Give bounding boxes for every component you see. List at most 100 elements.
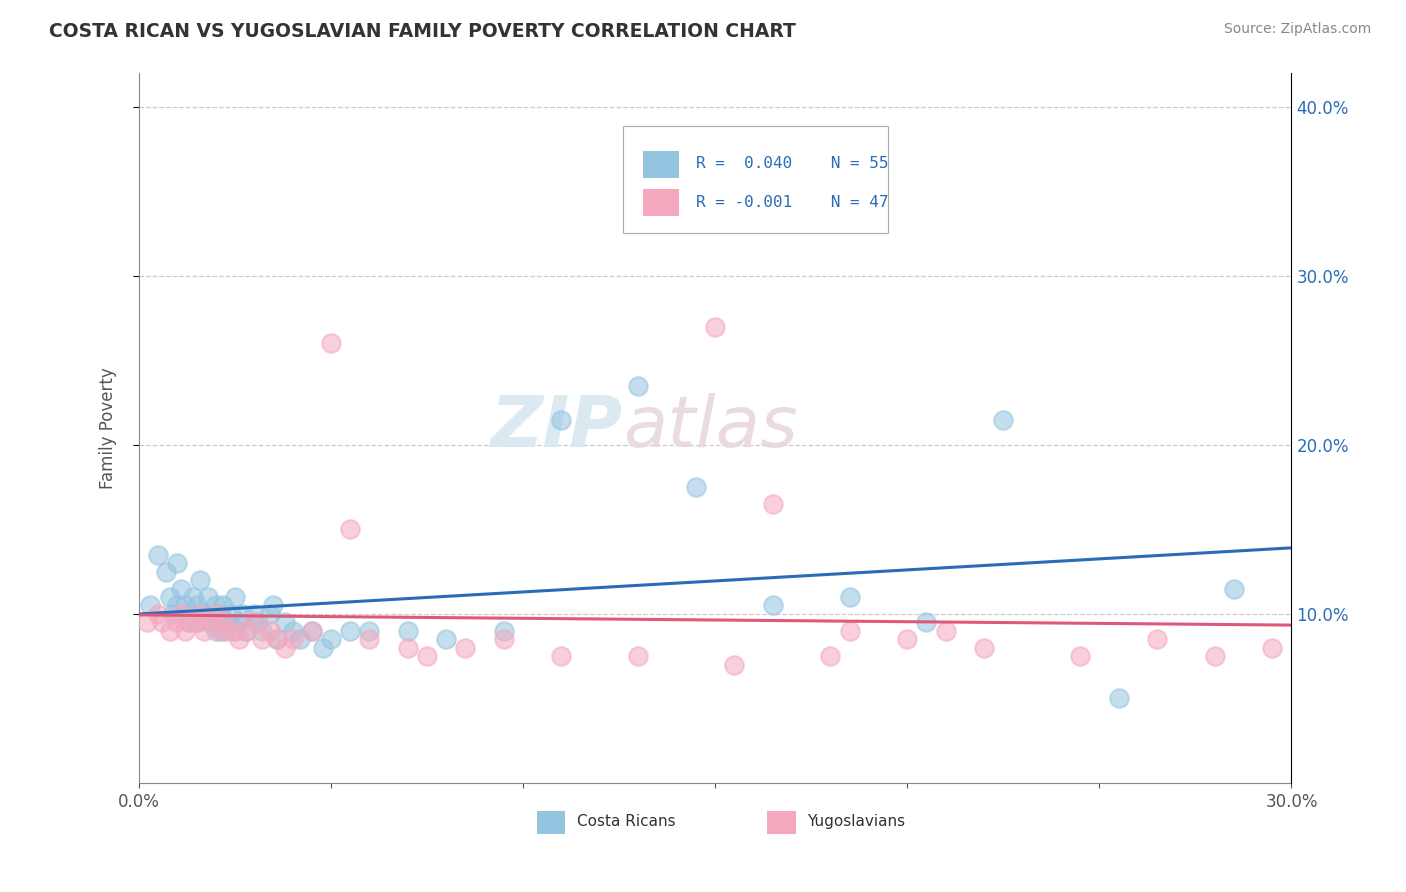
Point <box>838 590 860 604</box>
Text: Costa Ricans: Costa Ricans <box>576 814 675 830</box>
Point <box>973 640 995 655</box>
Point <box>762 497 785 511</box>
Point <box>177 615 200 630</box>
Point <box>1108 691 1130 706</box>
Point <box>266 632 288 647</box>
Point <box>319 632 342 647</box>
Point <box>186 615 208 630</box>
Point <box>281 632 304 647</box>
Point <box>224 624 246 638</box>
Point <box>170 582 193 596</box>
Point <box>174 599 197 613</box>
Point <box>359 624 381 638</box>
Text: atlas: atlas <box>623 393 797 462</box>
Text: COSTA RICAN VS YUGOSLAVIAN FAMILY POVERTY CORRELATION CHART: COSTA RICAN VS YUGOSLAVIAN FAMILY POVERT… <box>49 22 796 41</box>
Point <box>201 615 224 630</box>
Point <box>197 615 219 630</box>
Point <box>915 615 938 630</box>
Point <box>838 624 860 638</box>
Text: R = -0.001    N = 47: R = -0.001 N = 47 <box>696 195 889 211</box>
Point <box>550 649 572 664</box>
Point <box>135 615 157 630</box>
Point <box>259 607 281 621</box>
Point <box>228 615 250 630</box>
Point <box>935 624 957 638</box>
Point <box>193 624 215 638</box>
Point <box>627 649 650 664</box>
Point <box>274 615 297 630</box>
Point <box>224 624 246 638</box>
Point <box>162 607 184 621</box>
Point <box>181 590 204 604</box>
Text: R =  0.040    N = 55: R = 0.040 N = 55 <box>696 155 889 170</box>
Point <box>232 607 254 621</box>
Point <box>197 590 219 604</box>
Point <box>217 624 239 638</box>
Point <box>301 624 323 638</box>
Point <box>139 599 162 613</box>
Point <box>228 632 250 647</box>
Point <box>235 624 257 638</box>
Point <box>217 615 239 630</box>
Point <box>896 632 918 647</box>
Point <box>492 624 515 638</box>
FancyBboxPatch shape <box>768 812 796 834</box>
Point <box>159 624 181 638</box>
FancyBboxPatch shape <box>537 812 565 834</box>
Point <box>170 607 193 621</box>
Point <box>159 590 181 604</box>
Point <box>259 624 281 638</box>
Point <box>243 607 266 621</box>
Point <box>993 412 1015 426</box>
Point <box>186 615 208 630</box>
Point <box>208 607 231 621</box>
Point <box>762 599 785 613</box>
Point <box>250 624 273 638</box>
Point <box>312 640 335 655</box>
Point <box>339 522 361 536</box>
Point <box>212 599 235 613</box>
Point <box>396 640 419 655</box>
Text: ZIP: ZIP <box>491 393 623 462</box>
Point <box>177 615 200 630</box>
Point <box>174 624 197 638</box>
Point <box>1261 640 1284 655</box>
Point <box>1146 632 1168 647</box>
Point <box>219 607 242 621</box>
FancyBboxPatch shape <box>623 127 889 233</box>
Point <box>250 632 273 647</box>
Point <box>204 607 226 621</box>
Point <box>723 657 745 672</box>
Point <box>235 624 257 638</box>
Point <box>193 607 215 621</box>
FancyBboxPatch shape <box>643 189 679 217</box>
Text: Yugoslavians: Yugoslavians <box>807 814 905 830</box>
Point <box>212 624 235 638</box>
Y-axis label: Family Poverty: Family Poverty <box>100 368 117 489</box>
Point <box>224 590 246 604</box>
Point <box>685 480 707 494</box>
Point <box>359 632 381 647</box>
Point <box>704 319 727 334</box>
Point <box>166 615 188 630</box>
Point <box>246 615 269 630</box>
Point <box>434 632 457 647</box>
Point <box>454 640 477 655</box>
Point <box>155 565 177 579</box>
Point <box>266 632 288 647</box>
Point <box>262 599 284 613</box>
Point <box>339 624 361 638</box>
Text: Source: ZipAtlas.com: Source: ZipAtlas.com <box>1223 22 1371 37</box>
Point <box>492 632 515 647</box>
Point <box>204 599 226 613</box>
Point <box>820 649 842 664</box>
Point <box>186 599 208 613</box>
Point <box>146 548 169 562</box>
Point <box>146 607 169 621</box>
Point <box>190 573 212 587</box>
FancyBboxPatch shape <box>643 151 679 178</box>
Point <box>204 624 226 638</box>
Point <box>166 599 188 613</box>
Point <box>166 556 188 570</box>
Point <box>281 624 304 638</box>
